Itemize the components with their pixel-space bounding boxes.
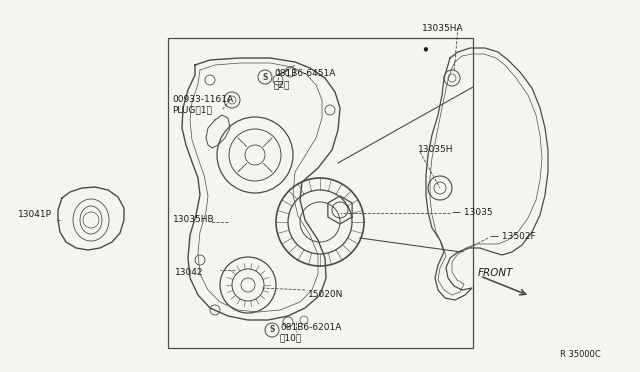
- Bar: [168, 38, 473, 348]
- Text: 13035HB: 13035HB: [173, 215, 214, 224]
- Text: PLUG（1）: PLUG（1）: [172, 105, 212, 114]
- Text: R 35000C: R 35000C: [560, 350, 601, 359]
- Text: 13035H: 13035H: [418, 145, 454, 154]
- Text: ●: ●: [420, 46, 428, 51]
- Text: （10）: （10）: [280, 333, 302, 342]
- Text: FRONT: FRONT: [478, 268, 513, 278]
- Text: S: S: [269, 326, 275, 334]
- Text: 00933-1161A: 00933-1161A: [172, 95, 233, 104]
- Text: 15020N: 15020N: [308, 290, 344, 299]
- Text: 13042: 13042: [175, 268, 204, 277]
- Text: 13035HA: 13035HA: [422, 24, 463, 33]
- Text: — 13502F: — 13502F: [490, 232, 536, 241]
- Text: S: S: [262, 73, 268, 81]
- Text: 081B6-6201A: 081B6-6201A: [280, 323, 341, 332]
- Text: 081B6-6451A: 081B6-6451A: [274, 69, 335, 78]
- Text: （2）: （2）: [274, 80, 291, 89]
- Text: 13041P: 13041P: [18, 210, 52, 219]
- Text: — 13035: — 13035: [452, 208, 493, 217]
